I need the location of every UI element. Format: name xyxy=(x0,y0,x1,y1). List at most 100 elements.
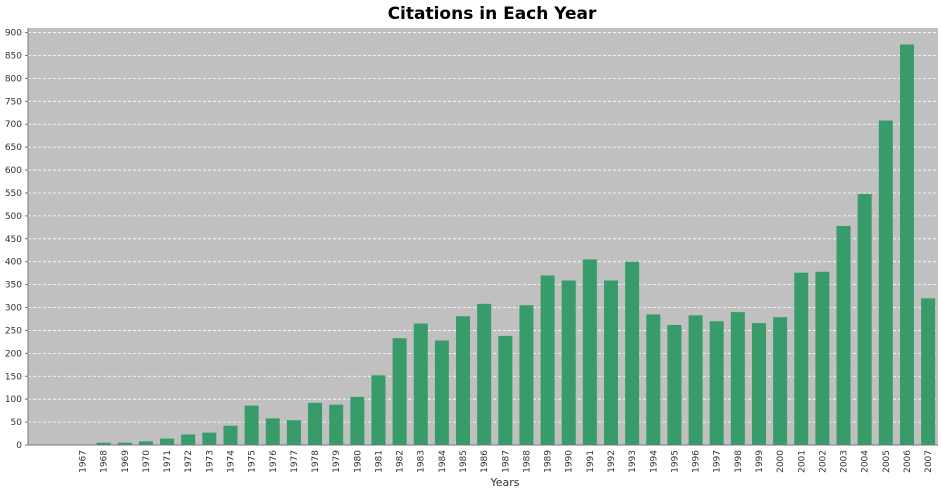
x-tick-label: 1973 xyxy=(205,450,215,473)
x-axis-label: Years xyxy=(489,476,519,489)
y-tick-label: 700 xyxy=(5,120,22,130)
y-tick-label: 300 xyxy=(5,304,22,314)
x-tick-label: 1971 xyxy=(163,450,173,473)
x-tick-label: 2003 xyxy=(840,450,850,473)
chart-title: Citations in Each Year xyxy=(388,4,597,24)
x-tick-label: 1997 xyxy=(713,450,723,473)
x-tick-label: 1976 xyxy=(269,450,279,473)
y-tick-label: 450 xyxy=(5,235,22,245)
x-tick-label: 1993 xyxy=(628,450,638,473)
y-tick-label: 400 xyxy=(5,258,22,268)
y-tick-label: 600 xyxy=(5,166,22,176)
x-tick-label: 1998 xyxy=(734,450,744,473)
y-tick-label: 250 xyxy=(5,326,22,336)
bar-2000 xyxy=(773,317,788,445)
bar-1980 xyxy=(350,396,365,445)
bar-1993 xyxy=(625,261,640,445)
x-tick-label: 1995 xyxy=(670,450,680,473)
y-tick-label: 750 xyxy=(5,97,22,107)
bar-1988 xyxy=(519,305,534,445)
x-tick-label: 1975 xyxy=(248,450,258,473)
bar-1983 xyxy=(413,323,428,445)
x-tick-label: 2005 xyxy=(882,450,892,473)
bar-1970 xyxy=(138,441,153,445)
y-tick-label: 650 xyxy=(5,143,22,153)
bar-2001 xyxy=(794,272,809,445)
bar-1968 xyxy=(96,442,111,445)
x-tick-label: 1970 xyxy=(142,450,152,473)
x-tick-label: 1992 xyxy=(607,450,617,473)
bar-1979 xyxy=(329,404,344,445)
bar-1982 xyxy=(392,338,407,445)
bar-1995 xyxy=(667,324,682,445)
x-tick-label: 2001 xyxy=(797,450,807,473)
bar-2002 xyxy=(815,271,830,445)
bar-1972 xyxy=(181,434,196,445)
bar-1997 xyxy=(709,321,724,445)
bar-1986 xyxy=(477,303,492,445)
y-tick-label: 550 xyxy=(5,189,22,199)
x-tick-label: 1989 xyxy=(544,450,554,473)
x-tick-label: 1994 xyxy=(649,450,659,473)
x-tick-label: 1974 xyxy=(226,450,236,473)
x-tick-label: 2004 xyxy=(861,450,871,473)
bar-1998 xyxy=(730,312,745,445)
bar-2006 xyxy=(899,44,914,445)
x-axis: 1967 1968 1969 1970 1971 1972 1973 1974 1975 1976… xyxy=(79,450,935,473)
x-tick-label: 1987 xyxy=(501,450,511,473)
x-tick-label: 1978 xyxy=(311,450,321,473)
x-tick-label: 1984 xyxy=(438,450,448,473)
y-axis: 0 50 100 150 200 250 300 350 400 450 500 550 600 650 7… xyxy=(5,28,938,451)
bar-1985 xyxy=(456,316,471,445)
x-tick-label: 2000 xyxy=(776,450,786,473)
y-tick-label: 200 xyxy=(5,349,22,359)
bar-1984 xyxy=(434,340,449,445)
x-tick-label: 1983 xyxy=(417,450,427,473)
x-tick-label: 1969 xyxy=(121,450,131,473)
x-tick-label: 1982 xyxy=(396,450,406,473)
bar-1990 xyxy=(561,280,576,445)
x-tick-label: 2006 xyxy=(903,450,913,473)
bar-1999 xyxy=(751,323,766,445)
bar-1987 xyxy=(498,335,513,445)
x-tick-label: 1985 xyxy=(459,450,469,473)
bar-2003 xyxy=(836,225,851,445)
y-tick-label: 0 xyxy=(16,441,22,451)
x-tick-label: 1980 xyxy=(353,450,363,473)
bar-1973 xyxy=(202,432,217,445)
bars xyxy=(75,44,936,446)
bar-1977 xyxy=(286,420,301,445)
x-tick-label: 1986 xyxy=(480,450,490,473)
bar-1969 xyxy=(117,442,132,445)
y-tick-label: 150 xyxy=(5,372,22,382)
bar-2005 xyxy=(878,120,893,446)
y-tick-label: 900 xyxy=(5,29,22,39)
bar-1992 xyxy=(604,280,618,445)
x-tick-label: 1972 xyxy=(184,450,194,473)
bar-2007 xyxy=(921,298,936,445)
x-tick-label: 2007 xyxy=(924,450,934,473)
bar-1974 xyxy=(223,425,238,445)
bar-1981 xyxy=(371,375,386,445)
y-tick-label: 500 xyxy=(5,212,22,222)
bar-1989 xyxy=(540,275,555,445)
bar-1991 xyxy=(582,259,597,445)
x-tick-label: 2002 xyxy=(818,450,828,473)
bar-1978 xyxy=(308,402,323,445)
y-tick-label: 350 xyxy=(5,281,22,291)
x-tick-label: 1977 xyxy=(290,450,300,473)
bar-1975 xyxy=(244,405,259,445)
y-tick-label: 850 xyxy=(5,51,22,61)
x-tick-label: 1967 xyxy=(79,450,89,473)
x-tick-label: 1981 xyxy=(374,450,384,473)
bar-2004 xyxy=(857,193,872,445)
x-tick-label: 1990 xyxy=(565,450,575,473)
x-tick-label: 1979 xyxy=(332,450,342,473)
x-tick-label: 1991 xyxy=(586,450,596,473)
x-tick-label: 1996 xyxy=(692,450,702,473)
x-tick-label: 1999 xyxy=(755,450,765,473)
bar-1976 xyxy=(265,418,280,445)
bar-1994 xyxy=(646,314,661,445)
bar-1971 xyxy=(160,438,175,445)
